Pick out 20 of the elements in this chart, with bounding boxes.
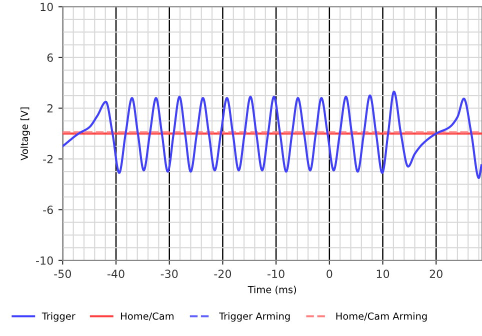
x-tick-label: 10: [376, 270, 390, 278]
x-tick-label: -50: [54, 270, 71, 278]
x-tick-label: -10: [268, 270, 284, 278]
x-tick-label: -40: [107, 270, 124, 278]
x-tick-label: -20: [214, 270, 232, 278]
y-tick-label: -6: [43, 206, 53, 214]
y-tick-label: 6: [47, 53, 53, 62]
x-tick-label: 20: [430, 270, 442, 278]
y-tick-label: 2: [47, 104, 53, 112]
y-tick-label: -10: [36, 256, 53, 265]
y-tick-label: 10: [40, 2, 53, 12]
legend-label: Trigger Arming: [219, 312, 290, 322]
x-tick-label: -30: [160, 270, 178, 278]
y-tick-label: -2: [43, 154, 53, 164]
legend-label: Trigger: [42, 312, 76, 322]
legend-label: Home/Cam Arming: [336, 312, 427, 322]
x-axis-title: Time (ms): [248, 286, 296, 294]
x-tick-label: 0: [326, 270, 332, 278]
y-axis-title: Voltage [V]: [20, 108, 30, 160]
legend-label: Home/Cam: [121, 312, 174, 321]
